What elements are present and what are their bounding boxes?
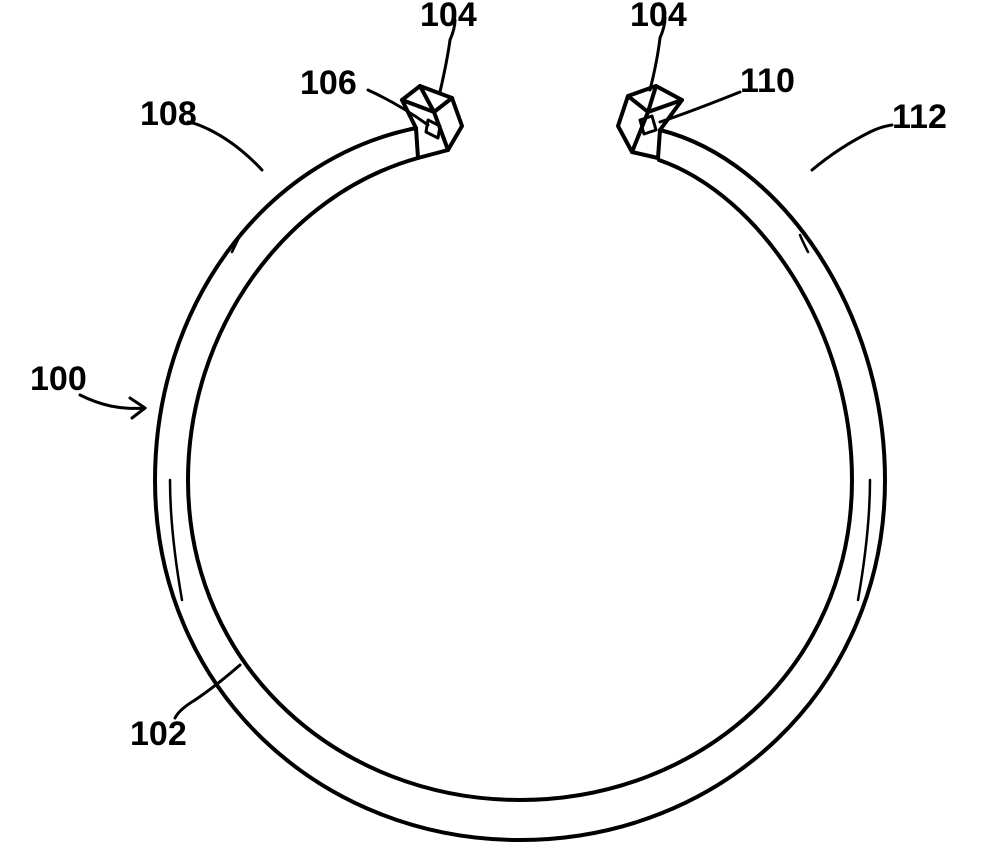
label-108: 108 <box>140 95 197 134</box>
leader-102 <box>195 665 240 700</box>
leader-104b <box>650 38 660 90</box>
leader-112-tail <box>870 125 892 132</box>
ring-inner-edge <box>188 158 852 800</box>
label-106: 106 <box>300 64 357 103</box>
label-110: 110 <box>740 62 795 101</box>
label-102: 102 <box>130 715 187 754</box>
lug-left <box>402 86 462 158</box>
label-104b: 104 <box>630 0 687 35</box>
ring-3d-right-inner <box>858 480 870 600</box>
label-104a: 104 <box>420 0 477 35</box>
leader-108 <box>210 130 262 170</box>
leader-112 <box>812 132 870 170</box>
ring-3d-left-inner <box>170 480 182 600</box>
ring-outer-edge <box>155 128 885 840</box>
label-100: 100 <box>30 360 87 399</box>
lug-right <box>618 86 682 158</box>
label-112: 112 <box>892 98 947 137</box>
leader-104a <box>440 40 450 92</box>
